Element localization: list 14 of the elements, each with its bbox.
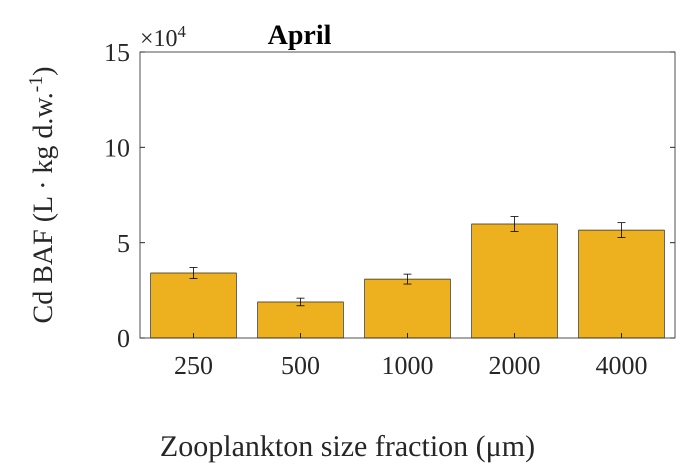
- x-tick-label: 250: [174, 351, 213, 380]
- x-axis-title: Zooplankton size fraction (μm): [160, 430, 536, 463]
- x-tick-label: 4000: [596, 351, 648, 380]
- y-tick-label: 15: [104, 38, 130, 68]
- y-tick-label: 10: [104, 133, 130, 162]
- text: ×10$^{4}$: [140, 22, 187, 52]
- chart-title: April: [268, 20, 332, 51]
- bar: [257, 302, 344, 338]
- x-tick-label: 1000: [382, 351, 434, 380]
- y-tick-label: 0: [117, 324, 130, 354]
- x-tick-label: 2000: [488, 351, 540, 380]
- x-tick-label: 500: [281, 351, 320, 380]
- bar: [364, 278, 451, 338]
- y-tick-label: 5: [117, 228, 130, 258]
